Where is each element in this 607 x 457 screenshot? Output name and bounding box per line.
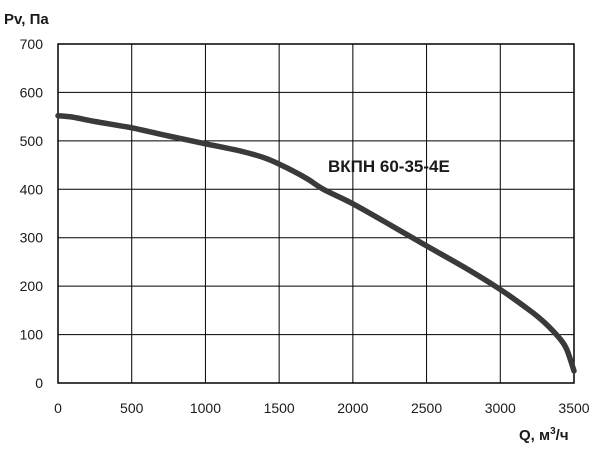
y-tick-label-1: 100 xyxy=(20,327,44,343)
x-axis-label-superscript: 3 xyxy=(550,426,556,437)
y-tick-label-4: 400 xyxy=(20,181,44,197)
series-layer xyxy=(55,112,577,374)
x-tick-labels: 0 500 1000 1500 2000 2500 3000 3500 xyxy=(54,400,590,416)
x-axis-label: Q, м3/ч xyxy=(519,426,569,444)
x-tick-label-5: 2500 xyxy=(411,400,442,416)
series-line-0 xyxy=(55,112,577,374)
y-tick-label-0: 0 xyxy=(35,375,43,391)
y-tick-label-7: 700 xyxy=(20,36,44,52)
y-tick-label-6: 600 xyxy=(20,84,44,100)
grid-lines xyxy=(57,43,575,384)
x-tick-label-0: 0 xyxy=(54,400,62,416)
x-axis-label-main: Q, м xyxy=(519,427,550,444)
x-tick-label-4: 2000 xyxy=(337,400,368,416)
x-tick-label-2: 1000 xyxy=(190,400,221,416)
x-axis-label-suffix: /ч xyxy=(556,427,569,444)
x-tick-label-6: 3000 xyxy=(485,400,516,416)
x-tick-label-3: 1500 xyxy=(264,400,295,416)
curve-annotation: ВКПН 60-35-4Е xyxy=(328,157,450,176)
y-tick-labels: 0 100 200 300 400 500 600 700 xyxy=(20,36,44,391)
y-tick-label-5: 500 xyxy=(20,133,44,149)
y-tick-label-3: 300 xyxy=(20,230,44,246)
x-tick-label-1: 500 xyxy=(120,400,144,416)
plot-frame xyxy=(57,43,575,384)
x-tick-label-7: 3500 xyxy=(558,400,589,416)
y-tick-label-2: 200 xyxy=(20,278,44,294)
y-axis-label: Pv, Па xyxy=(4,11,49,28)
